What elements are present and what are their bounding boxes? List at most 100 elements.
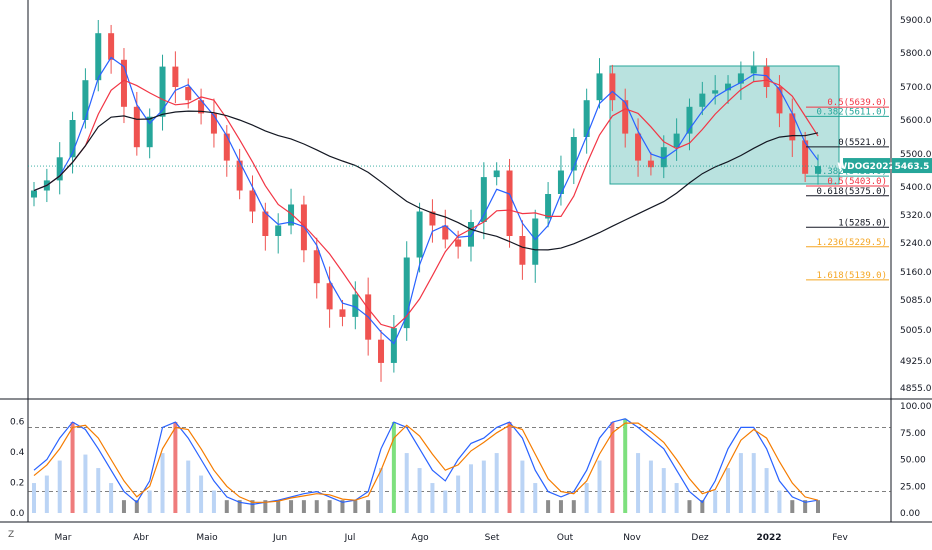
ma-fast-line (33, 56, 819, 345)
histogram-bar (456, 475, 461, 513)
histogram-bar (147, 490, 152, 513)
histogram-bar (109, 483, 114, 513)
histogram-bar (816, 500, 820, 513)
candle-body (609, 73, 616, 101)
histogram-bar (276, 500, 281, 513)
histogram-bar (224, 500, 229, 513)
histogram-bar (443, 490, 448, 513)
histogram-bar (121, 500, 126, 513)
candle-body (725, 83, 732, 91)
candle-body (262, 211, 269, 236)
candle-body (596, 73, 603, 101)
histogram-bar (379, 468, 384, 513)
price-tick-label: 5400.0 (900, 183, 932, 193)
histogram-bar (558, 500, 563, 513)
candle-body (339, 309, 346, 317)
candle-body (622, 100, 629, 134)
candle-body (31, 190, 37, 198)
histogram-bar (57, 460, 62, 513)
candle-body (146, 116, 153, 148)
time-tick-label: Out (557, 533, 574, 543)
candle-body (673, 133, 680, 148)
candle-body (506, 170, 513, 236)
histogram-bar (726, 468, 731, 513)
candle-body (737, 73, 744, 84)
fib-level-label: 1.618(5139.0) (817, 271, 887, 281)
last-price-badge-text: 5463.5 (895, 162, 930, 172)
histogram-bar (44, 475, 49, 513)
ma-long-line (33, 110, 819, 251)
histogram-bar (803, 500, 808, 513)
price-tick-label: 5600.0 (900, 116, 932, 126)
candle-body (545, 194, 552, 219)
histogram-bar (250, 500, 255, 513)
indicator-axis[interactable]: 100.00 75.00 50.00 25.00 0.00 0.6 0.4 0.2 0.0 (10, 402, 932, 519)
candle-body (442, 225, 449, 240)
histogram-bar (610, 422, 615, 513)
candle-body (557, 170, 564, 194)
candle-body (570, 137, 577, 171)
indicator-pane[interactable] (28, 418, 891, 513)
histogram-bar (700, 500, 705, 513)
time-tick-label: Jun (272, 533, 287, 543)
candle-body (416, 211, 423, 258)
time-axis[interactable]: Mar Abr Maio Jun Jul Ago Set Out Nov Dez 2022 Fev (55, 533, 849, 543)
candle-body (352, 294, 359, 317)
price-tick-label: 5700.0 (900, 83, 932, 93)
candle-body (480, 177, 487, 222)
candle-body (108, 33, 115, 60)
price-tick-label: 5320.0 (900, 211, 932, 221)
histogram-bar (314, 500, 319, 513)
fib-level-label: 0.382(5611.0) (817, 107, 887, 117)
candle-body (172, 66, 179, 87)
histogram-bar (468, 464, 473, 513)
candle-body (686, 106, 693, 134)
price-tick-label: 5900.0 (900, 16, 932, 26)
time-tick-label: Mar (55, 533, 72, 543)
histogram-bar (494, 453, 499, 513)
ma-slow-line (33, 79, 819, 329)
candle-body (326, 283, 333, 310)
price-pane[interactable]: 0.5(5639.0)0.382(5611.0)0(5521.0)0.382(5… (28, 20, 895, 382)
candle-body (532, 218, 539, 265)
oscillator-k-line (33, 418, 819, 506)
histogram-bar (391, 422, 396, 513)
candle-body (583, 100, 590, 137)
time-tick-label: 2022 (756, 533, 781, 543)
price-tick-label: 5085.0 (900, 296, 932, 306)
candle-body (185, 87, 192, 101)
histogram-bar (237, 500, 242, 513)
histogram-bar (790, 500, 795, 513)
histogram-bar (764, 468, 769, 513)
price-tick-label: 4925.0 (900, 357, 932, 367)
candle-body (390, 328, 397, 363)
histogram-bar (366, 500, 371, 513)
histogram-bar (70, 422, 75, 513)
candle-body (120, 59, 127, 107)
candle-body (712, 90, 719, 94)
histogram-bar (533, 483, 538, 513)
histogram-bar (301, 500, 306, 513)
price-tick-label: 5005.0 (900, 326, 932, 336)
indicator-right-tick: 0.00 (900, 509, 920, 519)
time-tick-label: Set (485, 533, 500, 543)
indicator-right-tick: 75.00 (900, 429, 926, 439)
candle-body (455, 239, 462, 247)
histogram-bar (481, 460, 486, 513)
candle-body (159, 66, 166, 117)
candle-body (647, 160, 654, 168)
histogram-bar (83, 454, 88, 513)
histogram-bar (777, 490, 782, 513)
candle-body (82, 80, 89, 120)
histogram-bar (584, 483, 589, 513)
histogram-bar (263, 500, 268, 513)
histogram-bar (636, 453, 641, 513)
time-tick-label: Fev (832, 533, 848, 543)
price-axis[interactable]: 5900.0 5800.0 5700.0 5600.0 5500.0 5400.0 5320… (892, 16, 932, 394)
time-tick-label: Abr (133, 533, 149, 543)
histogram-bar (597, 460, 602, 513)
corner-label[interactable]: Z (8, 530, 14, 540)
histogram-bar (751, 453, 756, 513)
histogram-bar (404, 453, 409, 513)
